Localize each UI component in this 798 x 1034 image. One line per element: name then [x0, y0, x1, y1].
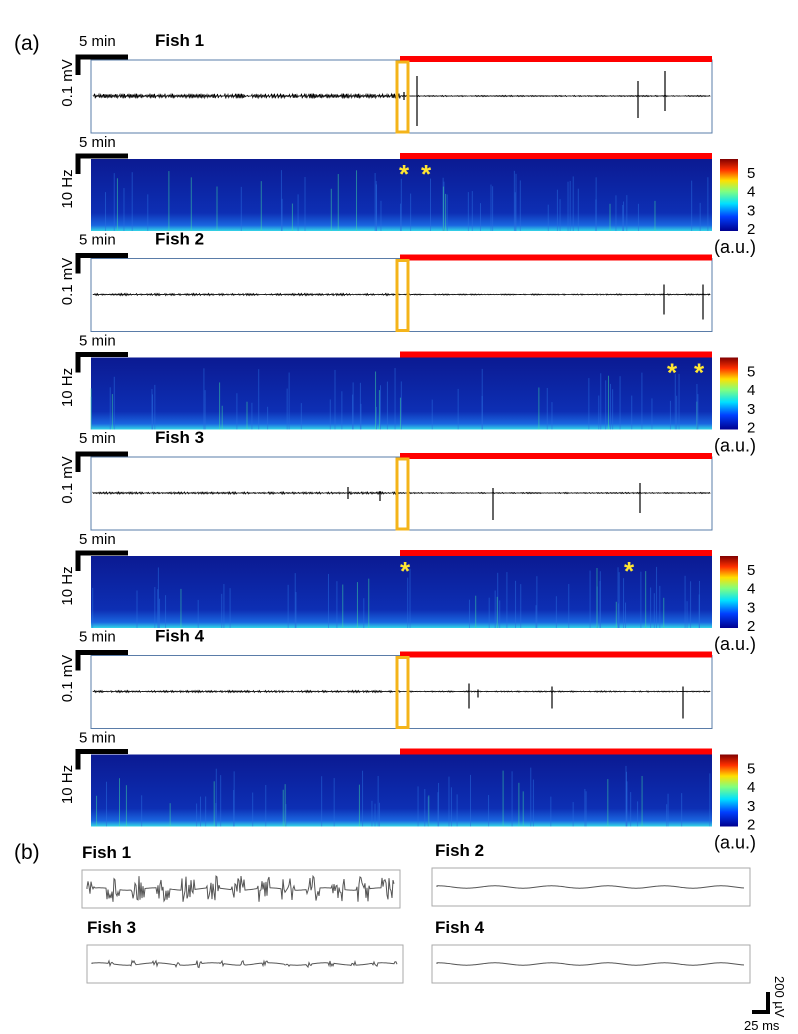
colorbar-tick: 2 — [747, 420, 755, 437]
onset-box — [395, 656, 410, 729]
time-scale-label: 5 min — [79, 730, 116, 747]
colorbar-unit: (a.u.) — [714, 833, 756, 853]
scale-bar — [75, 253, 128, 274]
colorbar — [720, 754, 738, 827]
scale-bar — [752, 992, 770, 1014]
stimulus-bar — [400, 748, 712, 755]
trace-box — [431, 944, 751, 984]
colorbar-unit: (a.u.) — [714, 436, 756, 456]
spectrogram — [91, 556, 712, 628]
panel-label: (b) — [14, 841, 40, 864]
fish-title: Fish 4 — [155, 627, 205, 646]
fish-title: Fish 1 — [82, 843, 131, 862]
stimulus-bar — [400, 254, 712, 261]
scale-bar — [75, 749, 128, 770]
frequency-scale-label: 10 Hz — [59, 169, 76, 208]
eeg-trace — [436, 962, 745, 966]
eeg-trace — [86, 874, 395, 903]
colorbar-unit: (a.u.) — [714, 634, 756, 654]
asterisk: * — [421, 159, 432, 189]
fish-title: Fish 3 — [87, 918, 136, 937]
spectrogram — [91, 754, 712, 827]
stimulus-bar — [400, 56, 712, 62]
eeg-trace — [91, 959, 398, 969]
eeg-trace — [92, 689, 711, 694]
colorbar-tick: 4 — [747, 779, 755, 796]
panel-label: (a) — [14, 32, 40, 55]
asterisk: * — [399, 159, 410, 189]
colorbar-tick: 3 — [747, 202, 755, 219]
onset-box — [395, 259, 410, 332]
time-scale-label: 5 min — [79, 430, 116, 447]
frequency-scale-label: 10 Hz — [59, 368, 76, 407]
frequency-scale-label: 10 Hz — [59, 566, 76, 605]
colorbar-tick: 3 — [747, 401, 755, 418]
stimulus-bar — [400, 351, 712, 358]
asterisk: * — [694, 358, 705, 388]
colorbar-tick: 3 — [747, 599, 755, 616]
fish-title: Fish 2 — [155, 230, 204, 249]
amplitude-scale-label: 0.1 mV — [59, 59, 76, 107]
onset-box — [395, 60, 410, 134]
asterisk: * — [667, 358, 678, 388]
amplitude-scale-label: 0.1 mV — [59, 258, 76, 306]
colorbar-tick: 5 — [747, 761, 755, 778]
fish-title: Fish 3 — [155, 428, 204, 447]
eeg-trace — [436, 885, 745, 889]
colorbar-tick: 4 — [747, 184, 755, 201]
trace-box — [81, 869, 401, 909]
trace-box — [86, 944, 404, 984]
stimulus-bar — [400, 153, 712, 159]
time-scale-label: 5 min — [79, 333, 116, 350]
colorbar — [720, 556, 738, 628]
colorbar — [720, 357, 738, 430]
trace-box — [431, 867, 751, 907]
time-scale-label: 5 min — [79, 232, 116, 249]
amplitude-scale-label: 0.1 mV — [59, 456, 76, 504]
onset-box — [395, 457, 410, 531]
time-scale-label: 5 min — [79, 531, 116, 548]
scale-bar — [75, 550, 128, 571]
colorbar-tick: 5 — [747, 562, 755, 579]
fish-title: Fish 2 — [435, 841, 484, 860]
scale-bar — [75, 54, 128, 75]
fish-title: Fish 1 — [155, 31, 204, 50]
scale-bar — [75, 451, 128, 472]
scale-bar — [75, 650, 128, 671]
frequency-scale-label: 10 Hz — [59, 765, 76, 804]
colorbar-tick: 2 — [747, 618, 755, 635]
amplitude-scale-label: 0.1 mV — [59, 655, 76, 703]
amplitude-scale-label: 200 µV — [772, 976, 787, 1018]
stimulus-bar — [400, 550, 712, 556]
scale-bar — [75, 153, 128, 174]
colorbar — [720, 159, 738, 231]
eeg-trace — [92, 490, 711, 496]
time-scale-label: 5 min — [79, 33, 116, 50]
eeg-trace — [92, 292, 711, 297]
colorbar-tick: 5 — [747, 165, 755, 182]
colorbar-tick: 2 — [747, 221, 755, 238]
time-scale-label: 5 min — [79, 134, 116, 151]
colorbar-unit: (a.u.) — [714, 237, 756, 257]
scale-bar — [75, 352, 128, 373]
asterisk: * — [624, 556, 635, 586]
colorbar-tick: 3 — [747, 798, 755, 815]
stimulus-bar — [400, 651, 712, 658]
colorbar-tick: 2 — [747, 817, 755, 834]
time-scale-label: 5 min — [79, 629, 116, 646]
eeg-trace — [92, 92, 711, 100]
asterisk: * — [400, 556, 411, 586]
colorbar-tick: 5 — [747, 364, 755, 381]
time-scale-label: 25 ms — [744, 1018, 780, 1033]
stimulus-bar — [400, 453, 712, 459]
colorbar-tick: 4 — [747, 382, 755, 399]
colorbar-tick: 4 — [747, 581, 755, 598]
fish-title: Fish 4 — [435, 918, 485, 937]
